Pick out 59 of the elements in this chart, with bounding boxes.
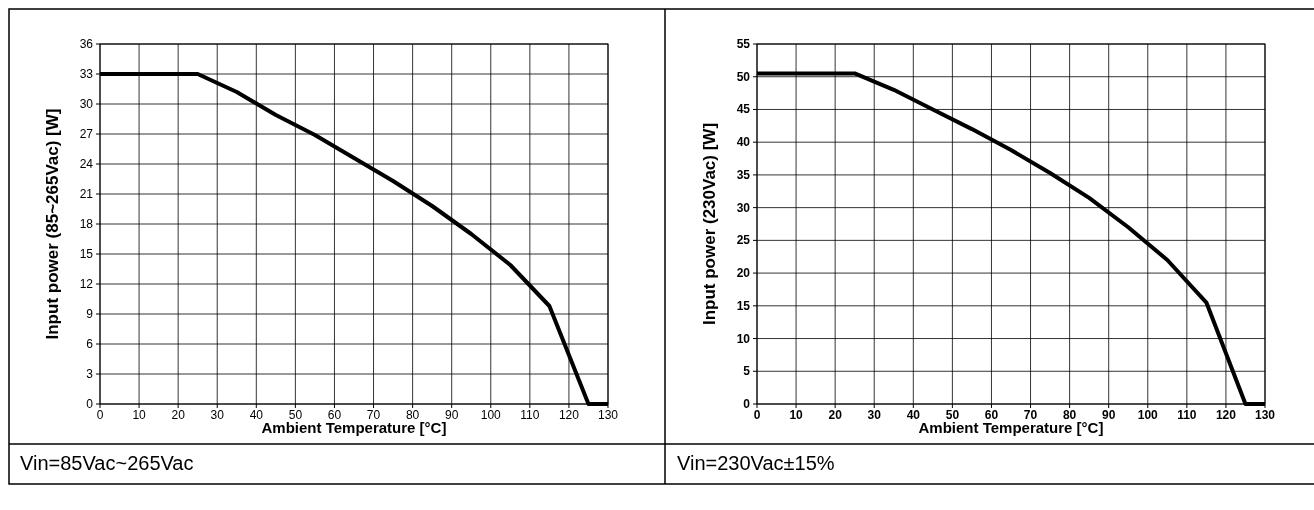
y-tick-label: 30: [736, 200, 751, 215]
x-tick-label: 130: [597, 408, 619, 422]
x-tick-label: 50: [945, 408, 960, 422]
y-tick-label: 12: [79, 277, 94, 291]
x-tick-label: 60: [327, 408, 342, 422]
y-tick-label: 20: [736, 266, 751, 281]
y-tick-label: 24: [79, 157, 94, 171]
y-tick-label: 50: [736, 69, 751, 84]
y-tick-label: 18: [79, 217, 94, 231]
x-tick-label: 20: [828, 408, 843, 422]
y-axis-title: Input power (230Vac) [W]: [700, 122, 719, 326]
y-tick-label: 15: [79, 247, 94, 261]
y-tick-label: 0: [86, 397, 94, 411]
y-axis-title: Input power (85~265Vac) [W]: [43, 108, 62, 340]
y-tick-label: 35: [736, 167, 751, 182]
text: Vin=85Vac~265Vac: [20, 452, 194, 474]
y-tick-label: 36: [79, 37, 94, 51]
y-tick-label: 3: [86, 367, 94, 381]
x-tick-label: 40: [906, 408, 921, 422]
x-tick-label: 30: [867, 408, 882, 422]
x-tick-label: 90: [445, 408, 459, 422]
y-tick-label: 5: [743, 364, 751, 379]
x-tick-label: 30: [210, 408, 225, 422]
x-tick-label: 100: [1137, 408, 1159, 422]
x-axis-title: Ambient Temperature [°C]: [261, 419, 447, 436]
x-tick-label: 120: [1215, 408, 1237, 422]
x-tick-label: 70: [366, 408, 381, 422]
x-tick-label: 80: [405, 408, 420, 422]
y-tick-label: 33: [79, 67, 94, 81]
x-tick-label: 110: [1177, 408, 1197, 422]
y-tick-label: 27: [79, 127, 94, 141]
x-tick-label: 0: [753, 408, 761, 422]
x-tick-label: 0: [96, 408, 104, 422]
y-tick-label: 55: [736, 37, 751, 51]
y-tick-label: 45: [736, 102, 751, 117]
y-tick-label: 40: [736, 135, 751, 150]
x-tick-label: 90: [1102, 408, 1116, 422]
x-tick-label: 50: [288, 408, 303, 422]
y-tick-label: 9: [86, 307, 94, 321]
y-tick-label: 25: [736, 233, 751, 248]
y-tick-label: 0: [743, 397, 751, 411]
y-tick-label: 15: [736, 298, 751, 313]
x-tick-label: 80: [1062, 408, 1077, 422]
y-tick-label: 10: [736, 331, 751, 346]
x-axis-title: Ambient Temperature [°C]: [918, 419, 1104, 436]
x-tick-label: 60: [984, 408, 999, 422]
y-tick-label: 21: [79, 187, 94, 201]
x-tick-label: 10: [132, 408, 147, 422]
x-tick-label: 100: [480, 408, 502, 422]
x-tick-label: 120: [558, 408, 580, 422]
x-tick-label: 110: [520, 408, 540, 422]
x-tick-label: 40: [249, 408, 264, 422]
text: Vin=230Vac±15%: [677, 452, 835, 474]
x-tick-label: 10: [789, 408, 804, 422]
x-tick-label: 130: [1254, 408, 1276, 422]
x-tick-label: 70: [1023, 408, 1038, 422]
y-tick-label: 6: [86, 337, 94, 351]
x-tick-label: 20: [171, 408, 186, 422]
y-tick-label: 30: [79, 97, 94, 111]
